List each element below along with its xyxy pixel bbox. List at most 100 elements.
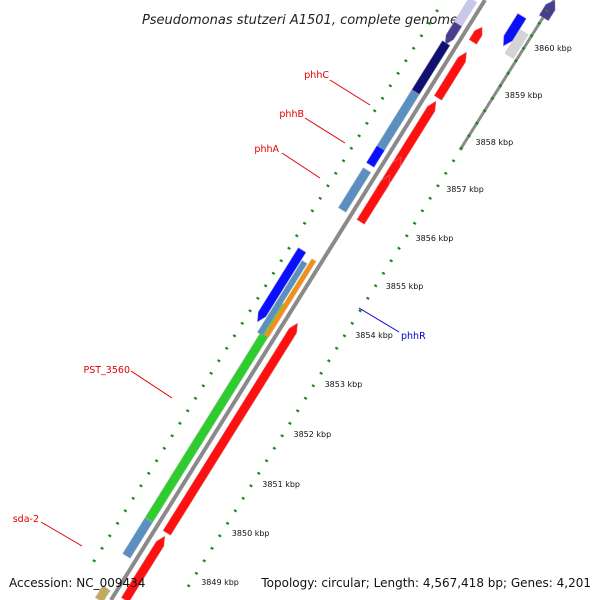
feature-blue-phhB[interactable]	[365, 145, 386, 168]
label-PST_3560[interactable]: PST_3560	[84, 365, 131, 376]
tick-label-6: 3855 kbp	[386, 282, 424, 291]
tick-mark	[272, 446, 277, 451]
feature-steelblue-sda2[interactable]	[122, 517, 154, 559]
tick-mark	[302, 221, 307, 226]
tick-mark	[357, 134, 361, 138]
feature-steelblue-phhR-highlight	[256, 259, 308, 337]
cds-red-phhC[interactable]	[433, 51, 467, 101]
tick-label-10: 3859 kbp	[505, 91, 543, 100]
tick-mark	[482, 109, 487, 113]
label-sda-2[interactable]: sda-2	[13, 514, 39, 525]
tick-mark	[194, 571, 199, 576]
tick-mark	[209, 371, 213, 376]
cds-red-phhA[interactable]	[356, 174, 391, 225]
label-phhC[interactable]: phhC	[304, 70, 329, 81]
tick-mark	[288, 421, 292, 426]
cds-red-top[interactable]	[468, 26, 483, 45]
tick-mark	[341, 159, 346, 163]
tick-mark	[389, 259, 394, 263]
tick-mark	[154, 459, 159, 463]
cds-red-phhC-highlight	[433, 51, 468, 102]
feature-slate-top-highlight	[444, 20, 463, 46]
tick-mark	[451, 159, 456, 163]
cds-red-top-highlight	[468, 26, 483, 46]
accession-text: Accession: NC_009434	[9, 576, 145, 590]
tick-mark	[365, 121, 369, 126]
feature-slate-right-highlight	[538, 0, 556, 22]
tick-mark	[342, 334, 347, 338]
tick-mark	[263, 284, 268, 288]
feature-steelblue-phhA-highlight	[337, 166, 372, 214]
feature-orange-phhR[interactable]	[263, 258, 317, 338]
feature-gray-right[interactable]	[504, 28, 529, 60]
tick-mark	[311, 384, 316, 388]
cds-red-PST3560-highlight	[162, 322, 299, 537]
tick-mark	[350, 321, 355, 326]
tick-mark	[420, 209, 425, 213]
tick-label-2: 3851 kbp	[262, 480, 300, 489]
cds-red-bottom-highlight	[120, 535, 166, 600]
tick-mark	[349, 146, 354, 151]
tick-mark	[256, 471, 261, 476]
cds-blue-right[interactable]	[502, 12, 527, 47]
leader-phhA	[281, 152, 321, 179]
tick-mark	[248, 309, 252, 313]
tick-label-9: 3858 kbp	[476, 138, 514, 147]
tick-mark	[372, 109, 377, 113]
tick-mark	[506, 71, 510, 76]
cds-red-phhA-highlight	[356, 174, 391, 226]
tick-mark	[240, 321, 245, 326]
tick-label-1: 3850 kbp	[232, 529, 270, 538]
tick-mark	[358, 309, 362, 313]
tick-mark	[193, 396, 198, 401]
tick-label-3: 3852 kbp	[294, 430, 332, 439]
feature-steelblue-sda2-highlight	[121, 516, 154, 560]
tick-label-5: 3854 kbp	[355, 331, 393, 340]
tick-mark	[186, 584, 191, 588]
summary-text: Topology: circular; Length: 4,567,418 bp…	[260, 576, 591, 590]
tick-mark	[427, 21, 432, 26]
tick-mark	[241, 496, 245, 501]
cds-red-PST3560[interactable]	[162, 322, 299, 536]
tick-mark	[475, 121, 479, 126]
tick-mark	[131, 496, 135, 501]
label-phhA[interactable]: phhA	[254, 144, 279, 155]
tick-mark	[271, 271, 276, 276]
tick-mark	[123, 509, 128, 513]
tick-mark	[139, 484, 143, 488]
tick-mark	[388, 84, 393, 88]
tick-mark	[162, 446, 167, 451]
label-phhR[interactable]: phhR	[401, 331, 426, 342]
tick-mark	[366, 296, 370, 301]
label-phhB[interactable]: phhB	[279, 109, 304, 120]
tick-mark	[294, 234, 299, 238]
feature-steelblue-phhA[interactable]	[337, 167, 372, 213]
feature-green-PST3560[interactable]	[144, 302, 285, 523]
tick-mark	[404, 59, 408, 63]
tick-mark	[397, 246, 401, 251]
map-title: Pseudomonas stutzeri A1501, complete gen…	[142, 13, 458, 28]
feature-slate-top[interactable]	[444, 21, 463, 46]
cds-red-bottom[interactable]	[120, 535, 166, 600]
tick-mark	[412, 221, 417, 226]
genome-arcs	[94, 0, 556, 600]
tick-mark	[217, 359, 221, 363]
feature-steelblue-phhR[interactable]	[256, 259, 308, 337]
tick-mark	[92, 559, 97, 563]
backbone-right	[458, 0, 556, 151]
leader-phhC	[329, 79, 371, 106]
tick-mark	[210, 546, 214, 551]
tick-mark	[249, 484, 253, 488]
tick-mark	[334, 346, 339, 351]
tick-mark	[521, 46, 526, 51]
tick-mark	[373, 284, 378, 288]
cds-blue-phhR[interactable]	[256, 247, 307, 323]
tick-mark	[201, 384, 206, 388]
tick-mark	[233, 509, 238, 513]
tick-mark	[232, 334, 237, 338]
tick-mark	[333, 171, 338, 176]
tick-mark	[178, 421, 182, 426]
feature-tan-bottom[interactable]	[94, 585, 111, 600]
tick-mark	[380, 96, 385, 101]
tick-mark	[310, 209, 315, 213]
